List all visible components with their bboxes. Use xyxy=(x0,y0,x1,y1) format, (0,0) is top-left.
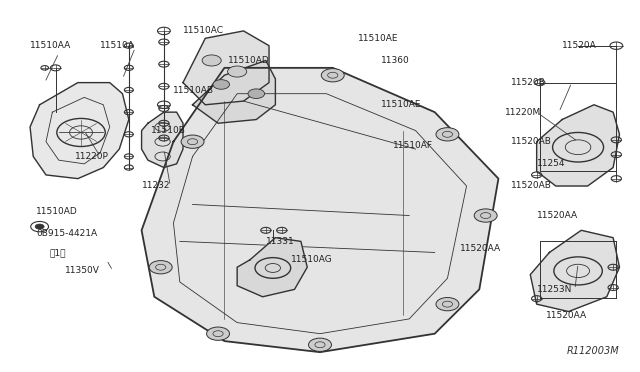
Text: 11510AA: 11510AA xyxy=(30,41,71,50)
Polygon shape xyxy=(141,68,499,352)
Text: 0B915-4421A: 0B915-4421A xyxy=(36,230,97,238)
Text: 11510B: 11510B xyxy=(151,126,186,135)
Circle shape xyxy=(181,135,204,148)
Text: 11520AA: 11520AA xyxy=(546,311,588,320)
Text: 11360: 11360 xyxy=(381,56,410,65)
Text: 11510A: 11510A xyxy=(100,41,135,50)
Text: 11520A: 11520A xyxy=(562,41,597,50)
Text: 11520B: 11520B xyxy=(511,78,546,87)
Text: 11350V: 11350V xyxy=(65,266,100,275)
Text: 11510AD: 11510AD xyxy=(36,207,78,217)
Text: 11510AD: 11510AD xyxy=(228,56,269,65)
Text: 11510AE: 11510AE xyxy=(358,34,399,43)
Circle shape xyxy=(35,224,44,229)
Text: 11510AC: 11510AC xyxy=(183,26,224,35)
Text: 11253N: 11253N xyxy=(537,285,572,294)
Text: 11331: 11331 xyxy=(266,237,294,246)
Polygon shape xyxy=(183,31,269,105)
Polygon shape xyxy=(193,61,275,123)
Text: 11254: 11254 xyxy=(537,159,565,169)
Polygon shape xyxy=(237,238,307,297)
Text: 11232: 11232 xyxy=(141,182,170,190)
Circle shape xyxy=(149,260,172,274)
Polygon shape xyxy=(30,83,129,179)
Text: 11510AF: 11510AF xyxy=(394,141,433,150)
Text: 11510AG: 11510AG xyxy=(291,255,333,264)
Polygon shape xyxy=(531,230,620,311)
Circle shape xyxy=(321,68,344,82)
Polygon shape xyxy=(537,105,620,186)
Circle shape xyxy=(436,298,459,311)
Circle shape xyxy=(436,128,459,141)
Text: 11520AB: 11520AB xyxy=(511,182,552,190)
Circle shape xyxy=(207,327,230,340)
Text: （1）: （1） xyxy=(49,248,66,257)
Text: 11520AB: 11520AB xyxy=(511,137,552,146)
Circle shape xyxy=(228,66,246,77)
Text: 11520AA: 11520AA xyxy=(537,211,578,220)
Text: 11520AA: 11520AA xyxy=(460,244,501,253)
Text: 11510AB: 11510AB xyxy=(173,86,214,94)
Polygon shape xyxy=(141,112,183,167)
Text: 11510AE: 11510AE xyxy=(381,100,421,109)
Circle shape xyxy=(248,89,264,99)
Circle shape xyxy=(474,209,497,222)
Circle shape xyxy=(202,55,221,66)
Text: 11220P: 11220P xyxy=(75,152,109,161)
Text: R112003M: R112003M xyxy=(567,346,620,356)
Circle shape xyxy=(308,338,332,352)
Text: 11220M: 11220M xyxy=(505,108,541,117)
Circle shape xyxy=(213,80,230,89)
